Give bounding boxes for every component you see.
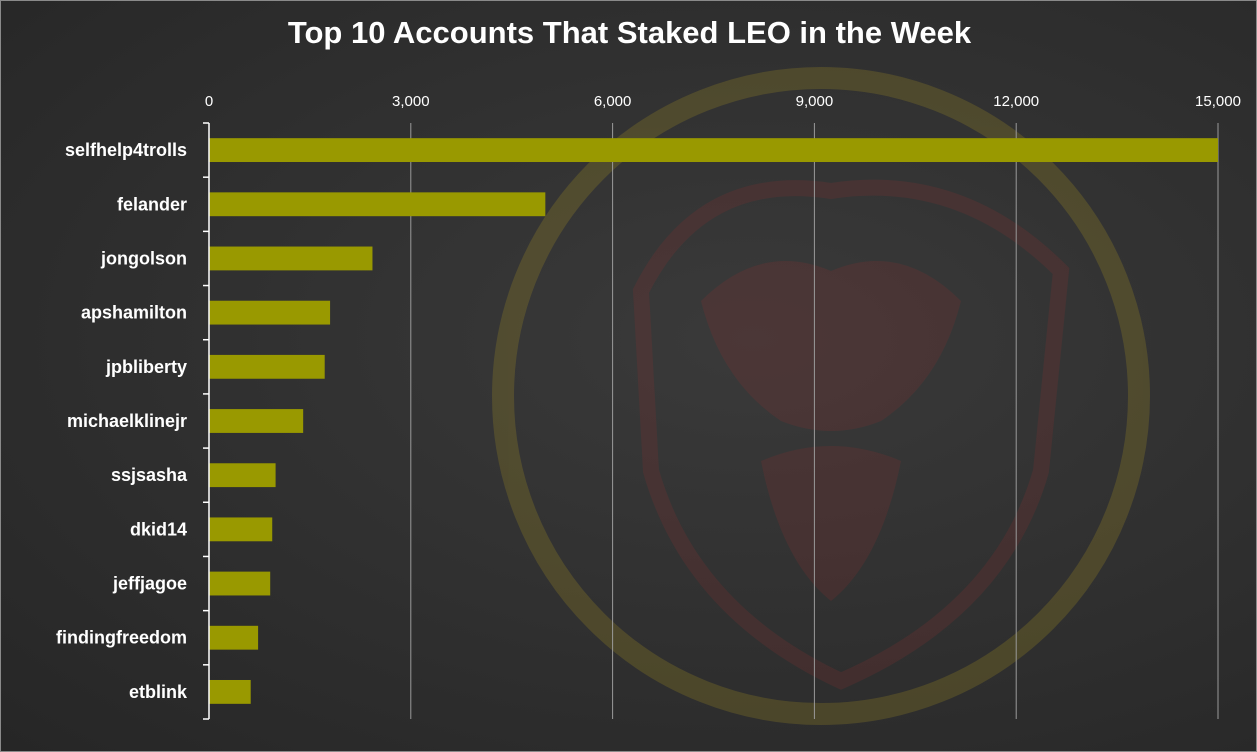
- category-label: jongolson: [100, 248, 187, 268]
- gridlines: [410, 123, 1219, 719]
- category-label: apshamilton: [81, 303, 187, 323]
- bar-ssjsasha: [209, 463, 276, 488]
- category-label: selfhelp4trolls: [65, 140, 187, 160]
- bars: [209, 138, 1218, 704]
- bar-apshamilton: [209, 300, 331, 325]
- chart-title: Top 10 Accounts That Staked LEO in the W…: [287, 15, 972, 50]
- lion-shield-icon: [492, 67, 1150, 725]
- x-tick-label: 3,000: [392, 93, 430, 110]
- x-tick-label: 0: [205, 93, 213, 110]
- category-label: michaelklinejr: [67, 411, 187, 431]
- x-tick-label: 9,000: [796, 93, 834, 110]
- category-label: felander: [117, 194, 187, 214]
- x-tick-label: 6,000: [594, 93, 632, 110]
- y-axis: [203, 122, 210, 720]
- bar-dkid14: [209, 517, 273, 542]
- bar-jeffjagoe: [209, 571, 271, 596]
- category-label: ssjsasha: [111, 465, 188, 485]
- bar-selfhelp4trolls: [209, 138, 1218, 163]
- category-label: dkid14: [130, 519, 187, 539]
- bar-felander: [209, 192, 546, 217]
- x-tick-label: 12,000: [993, 93, 1039, 110]
- bar-michaelklinejr: [209, 409, 304, 433]
- category-label: jpbliberty: [105, 357, 187, 377]
- bar-etblink: [209, 679, 251, 704]
- category-labels: selfhelp4trolls felander jongolson apshamil…: [56, 140, 188, 702]
- category-label: jeffjagoe: [112, 574, 187, 594]
- category-label: etblink: [129, 682, 188, 702]
- category-label: findingfreedom: [56, 628, 187, 648]
- bar-jpbliberty: [209, 354, 325, 379]
- bar-findingfreedom: [209, 625, 259, 650]
- x-tick-labels: 0 3,000 6,000 9,000 12,000 15,000: [205, 93, 1241, 110]
- x-tick-label: 15,000: [1195, 93, 1241, 110]
- bar-jongolson: [209, 246, 373, 271]
